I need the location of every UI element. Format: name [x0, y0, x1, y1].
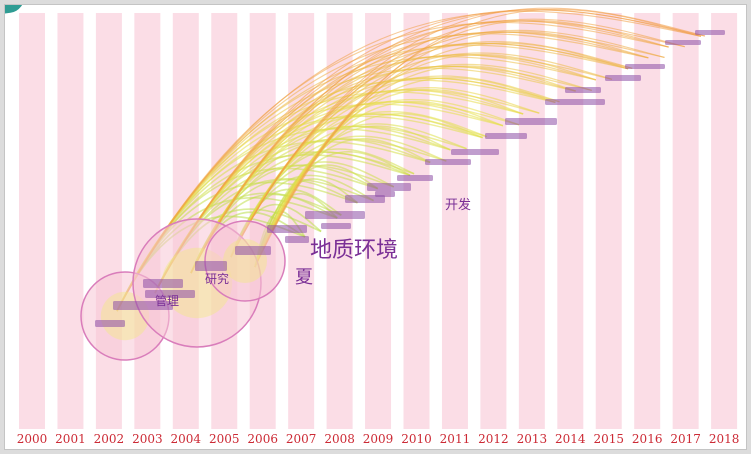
- year-band-2015: [595, 13, 622, 429]
- keyword-label-block-19: [665, 40, 701, 45]
- arc-16: [116, 10, 701, 312]
- year-label-2007: 2007: [286, 432, 317, 446]
- keyword-label-block-23: [375, 191, 395, 197]
- keyword-label-block-2: [145, 290, 195, 298]
- arc-83: [254, 20, 669, 268]
- year-band-2016: [634, 13, 661, 429]
- keyword-label-block-22: [321, 223, 351, 229]
- year-label-2002: 2002: [94, 432, 125, 446]
- arc-77: [254, 88, 524, 268]
- year-label-2017: 2017: [670, 432, 701, 446]
- keyword-label-block-5: [235, 246, 271, 255]
- keyword-label-block-12: [451, 149, 499, 155]
- year-label-2009: 2009: [363, 432, 394, 446]
- arc-15: [116, 21, 669, 312]
- year-bands: [19, 13, 738, 429]
- keyword-label-block-15: [545, 99, 605, 105]
- year-label-2003: 2003: [132, 432, 163, 446]
- arc-84: [254, 8, 702, 268]
- keyword-label-block-0: [95, 320, 125, 327]
- year-band-2000: [19, 13, 45, 429]
- year-label-2001: 2001: [55, 432, 86, 446]
- year-band-2002: [95, 13, 122, 429]
- year-label-2014: 2014: [555, 432, 586, 446]
- year-label-2004: 2004: [171, 432, 202, 446]
- year-band-2007: [288, 13, 315, 429]
- keyword-label-block-20: [695, 30, 725, 35]
- arc-50: [190, 9, 702, 274]
- year-label-2012: 2012: [478, 432, 509, 446]
- keyword-label-cluster: [95, 30, 725, 327]
- keyword-label-block-7: [305, 211, 365, 219]
- keyword-label-block-8: [345, 195, 385, 203]
- keyword-label-block-6: [267, 225, 307, 233]
- keyword-label-block-11: [425, 159, 471, 165]
- keyword-label-block-18: [625, 64, 665, 69]
- arc-80: [254, 53, 597, 268]
- keyword-label-block-14: [505, 118, 557, 125]
- keyword-label-block-1: [113, 301, 173, 310]
- arc-49: [190, 20, 669, 274]
- year-label-2008: 2008: [324, 432, 355, 446]
- arc-67: [230, 7, 706, 258]
- year-label-2018: 2018: [709, 432, 740, 446]
- keyword-label-4: 管理: [155, 293, 179, 308]
- keyword-label-block-4: [195, 261, 227, 271]
- year-band-2001: [57, 13, 84, 429]
- year-label-2015: 2015: [593, 432, 624, 446]
- year-label-2016: 2016: [632, 432, 663, 446]
- keyword-label-0: 地质环境: [310, 238, 398, 263]
- keyword-nodes: [80, 218, 286, 361]
- year-label-2000: 2000: [17, 432, 48, 446]
- keyword-label-2: 夏: [295, 267, 313, 288]
- keyword-label-block-16: [565, 87, 601, 93]
- keyword-label-1: 开发: [445, 197, 471, 213]
- year-label-2005: 2005: [209, 432, 240, 446]
- keyword-label-block-3: [143, 279, 183, 288]
- timeline-chart-frame: 地质环境 开发夏 研究管理 2000 2001 2002 2003 2004 2005 2006…: [4, 4, 747, 450]
- year-band-2018: [711, 13, 738, 429]
- keyword-label-block-21: [285, 236, 309, 243]
- year-label-2011: 2011: [440, 432, 471, 446]
- arc-74: [254, 125, 451, 268]
- keyword-label-3: 研究: [205, 271, 229, 286]
- year-label-2006: 2006: [247, 432, 278, 446]
- keyword-label-block-10: [397, 175, 433, 181]
- keyword-node-core-2: [223, 239, 267, 283]
- year-axis: 2000 2001 2002 2003 2004 2005 2006 2007 2008 2009…: [17, 432, 740, 446]
- year-label-2013: 2013: [517, 432, 548, 446]
- year-label-2010: 2010: [401, 432, 432, 446]
- arc-71: [254, 164, 379, 268]
- year-band-2010: [403, 13, 430, 429]
- year-band-2017: [672, 13, 699, 429]
- keyword-label-block-13: [485, 133, 527, 139]
- keyword-label-block-9: [367, 183, 411, 191]
- year-band-2003: [134, 13, 161, 429]
- keyword-label-block-17: [605, 75, 641, 81]
